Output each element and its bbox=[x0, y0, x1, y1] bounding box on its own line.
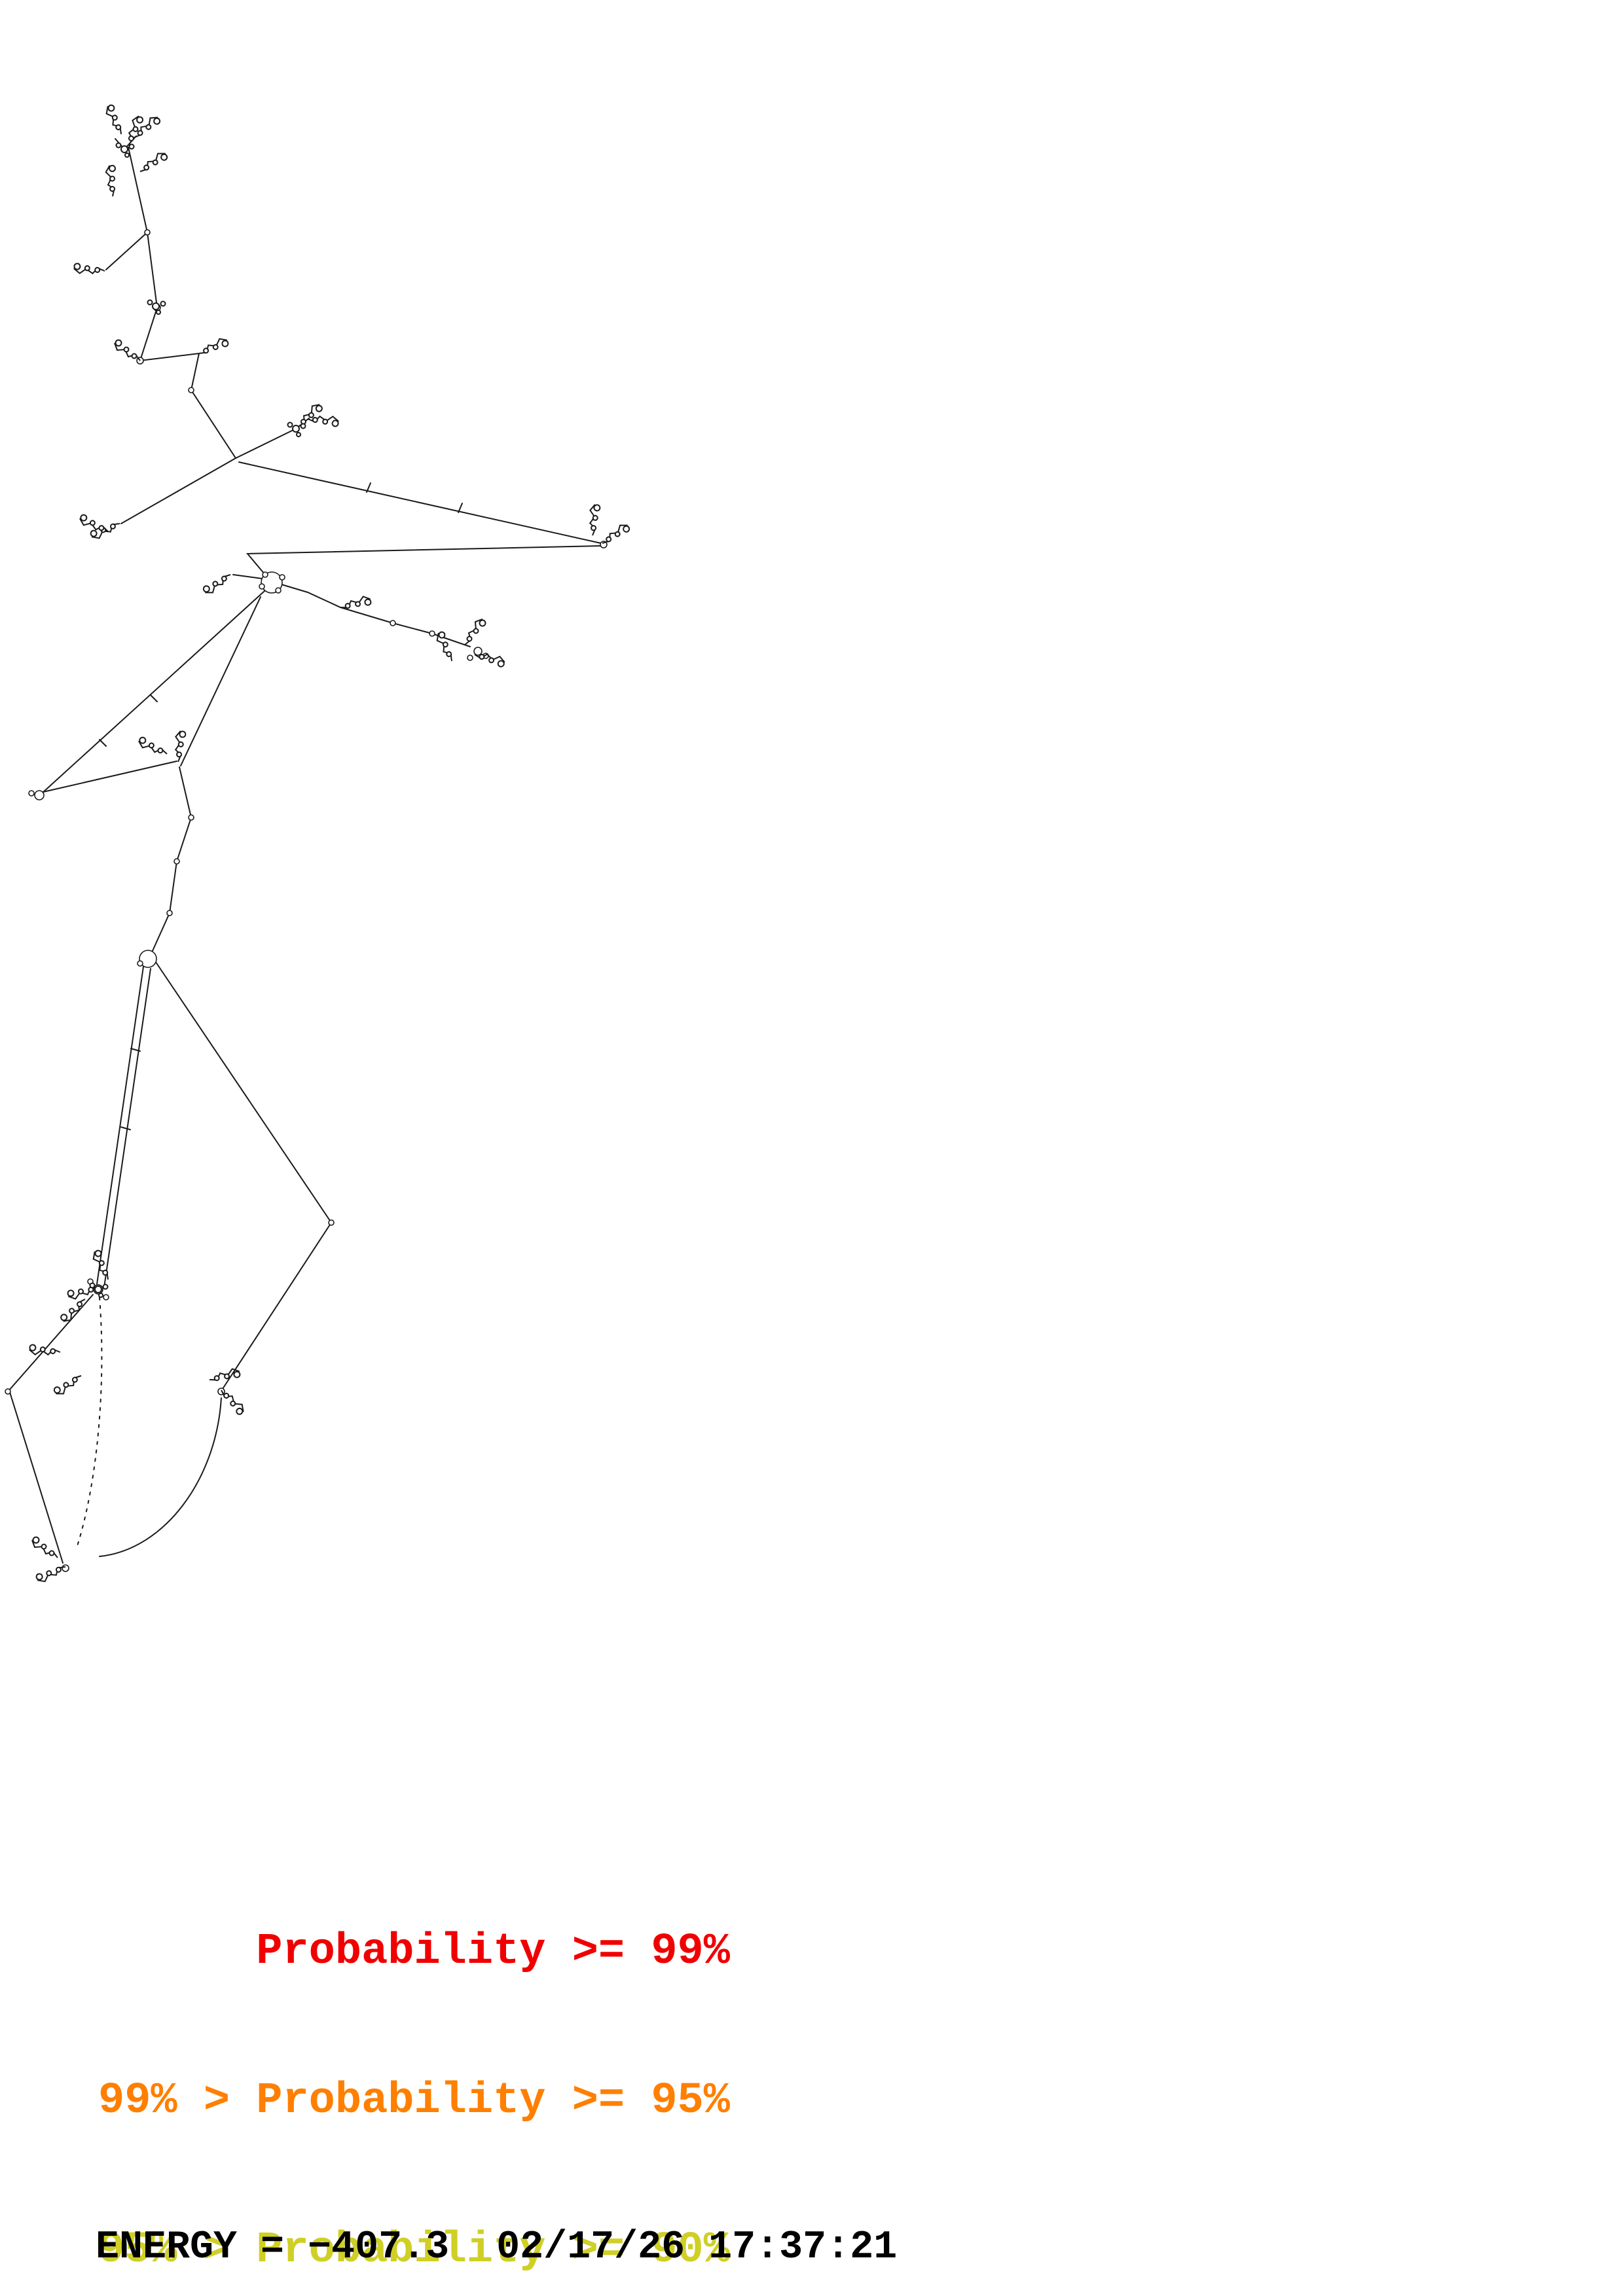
backbone-top-chain bbox=[128, 147, 236, 459]
lower-helix-a bbox=[96, 966, 144, 1285]
long-helix-return bbox=[246, 545, 602, 583]
interior-loop bbox=[139, 950, 157, 968]
tip-loop bbox=[34, 790, 45, 800]
bottom-arc bbox=[99, 1397, 222, 1557]
mid-chain-down bbox=[151, 766, 192, 953]
probability-legend: Probability >= 99% 99% > Probability >= … bbox=[98, 1827, 730, 2296]
hairpin-stem bbox=[105, 232, 148, 270]
dotted-link bbox=[77, 1297, 103, 1547]
lower-helix-b bbox=[103, 968, 151, 1288]
thin-loop-edge-c bbox=[180, 596, 261, 766]
hairpin-squiggles bbox=[27, 103, 631, 1590]
energy-timestamp-line: ENERGY = −407.3 02/17/26 17:37:21 bbox=[96, 2225, 898, 2270]
backbone-paths bbox=[8, 135, 602, 1564]
loop-circles bbox=[5, 229, 608, 1572]
thin-loop-edge-b bbox=[43, 761, 177, 793]
tick-marks bbox=[99, 482, 463, 1130]
hub-left-stub bbox=[232, 574, 263, 579]
thin-loop-edge-a bbox=[41, 590, 265, 794]
junction-edge-left bbox=[120, 457, 236, 524]
legend-row-99: Probability >= 99% bbox=[98, 1927, 730, 1977]
bottom-left-edge bbox=[8, 1294, 94, 1564]
legend-row-95: 99% > Probability >= 95% bbox=[98, 2076, 730, 2126]
junction-edge-upright bbox=[235, 428, 297, 459]
long-helix-right bbox=[238, 461, 602, 544]
legend-row-90: 95% > Probability >= 90% bbox=[98, 2225, 730, 2275]
lower-v-edge bbox=[155, 961, 333, 1390]
